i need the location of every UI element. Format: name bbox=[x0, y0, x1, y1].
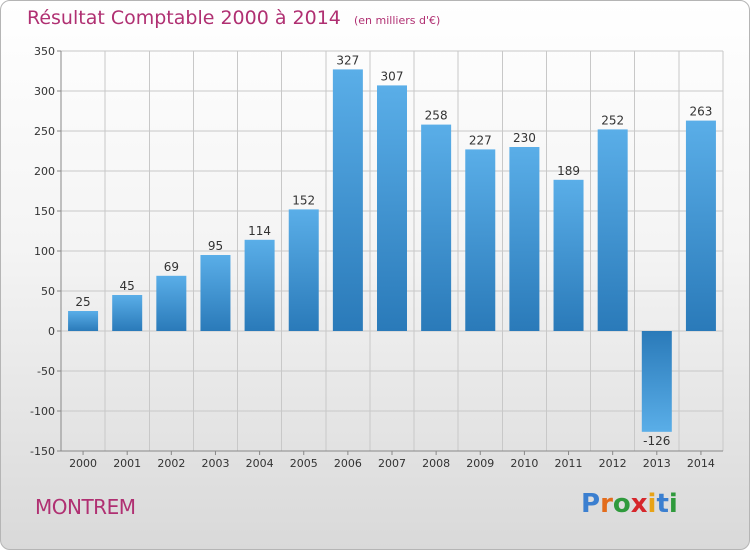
logo-letter: i bbox=[647, 489, 657, 519]
x-tick-label: 2001 bbox=[113, 457, 141, 470]
y-tick-label: 200 bbox=[34, 165, 55, 178]
logo-letter: o bbox=[612, 489, 631, 519]
bar-2008 bbox=[421, 124, 452, 331]
value-label-2013: -126 bbox=[643, 434, 670, 448]
x-tick-label: 2014 bbox=[687, 457, 715, 470]
x-tick-label: 2005 bbox=[290, 457, 318, 470]
bar-2001 bbox=[112, 295, 143, 331]
y-tick-label: 100 bbox=[34, 245, 55, 258]
bar-2011 bbox=[553, 179, 584, 331]
y-tick-label: 250 bbox=[34, 125, 55, 138]
logo-letter: P bbox=[581, 489, 601, 519]
title-row: Résultat Comptable 2000 à 2014 (en milli… bbox=[27, 7, 440, 29]
value-label-2002: 69 bbox=[164, 260, 179, 274]
value-label-2005: 152 bbox=[292, 193, 315, 207]
bar-2012 bbox=[597, 129, 628, 331]
x-tick-label: 2012 bbox=[599, 457, 627, 470]
y-tick-label: -50 bbox=[37, 365, 55, 378]
value-label-2006: 327 bbox=[336, 53, 359, 67]
bar-2007 bbox=[377, 85, 407, 332]
value-label-2004: 114 bbox=[248, 224, 271, 238]
x-tick-label: 2011 bbox=[555, 457, 583, 470]
bar-2010 bbox=[509, 147, 540, 331]
y-tick-label: -100 bbox=[30, 405, 55, 418]
x-tick-label: 2002 bbox=[157, 457, 185, 470]
value-label-2001: 45 bbox=[120, 279, 135, 293]
logo-letter: i bbox=[668, 489, 678, 519]
place-name: MONTREM bbox=[35, 495, 136, 519]
x-tick-label: 2013 bbox=[643, 457, 671, 470]
bar-chart: -150 -100 -50 0 50 100 150 200 250 300 350 25 2000 45… bbox=[30, 45, 724, 470]
value-label-2000: 25 bbox=[75, 295, 90, 309]
chart-title: Résultat Comptable 2000 à 2014 bbox=[27, 7, 341, 29]
x-tick-label: 2004 bbox=[246, 457, 274, 470]
value-label-2003: 95 bbox=[208, 239, 223, 253]
bar-2000 bbox=[68, 311, 99, 331]
x-tick-label: 2008 bbox=[422, 457, 450, 470]
bar-2014 bbox=[685, 120, 716, 331]
proxiti-logo: Proxiti bbox=[581, 489, 678, 519]
y-tick-label: 300 bbox=[34, 85, 55, 98]
y-tick-label: 0 bbox=[48, 325, 55, 338]
logo-letter: t bbox=[656, 489, 669, 519]
value-label-2009: 227 bbox=[469, 133, 492, 147]
value-label-2008: 258 bbox=[425, 109, 448, 123]
chart-unit: (en milliers d'€) bbox=[353, 14, 441, 27]
x-tick-label: 2003 bbox=[201, 457, 229, 470]
value-label-2014: 263 bbox=[689, 105, 712, 119]
bar-2002 bbox=[156, 275, 187, 331]
y-tick-label: -150 bbox=[30, 445, 55, 458]
value-label-2007: 307 bbox=[381, 69, 404, 83]
value-label-2011: 189 bbox=[557, 164, 580, 178]
bar-2003 bbox=[200, 255, 231, 331]
x-tick-label: 2009 bbox=[466, 457, 494, 470]
value-label-2010: 230 bbox=[513, 131, 536, 145]
bar-2013 bbox=[641, 331, 672, 432]
y-tick-label: 150 bbox=[34, 205, 55, 218]
logo-letter: r bbox=[600, 489, 613, 519]
bar-2006 bbox=[332, 69, 363, 332]
bar-2009 bbox=[465, 149, 496, 331]
value-label-2012: 252 bbox=[601, 113, 624, 127]
bar-2004 bbox=[244, 239, 275, 331]
x-tick-label: 2007 bbox=[378, 457, 406, 470]
bar-2005 bbox=[288, 209, 319, 331]
y-tick-label: 350 bbox=[34, 45, 55, 58]
x-tick-label: 2000 bbox=[69, 457, 97, 470]
x-tick-label: 2006 bbox=[334, 457, 362, 470]
x-tick-label: 2010 bbox=[510, 457, 538, 470]
y-tick-label: 50 bbox=[41, 285, 55, 298]
logo-letter: x bbox=[630, 489, 648, 519]
